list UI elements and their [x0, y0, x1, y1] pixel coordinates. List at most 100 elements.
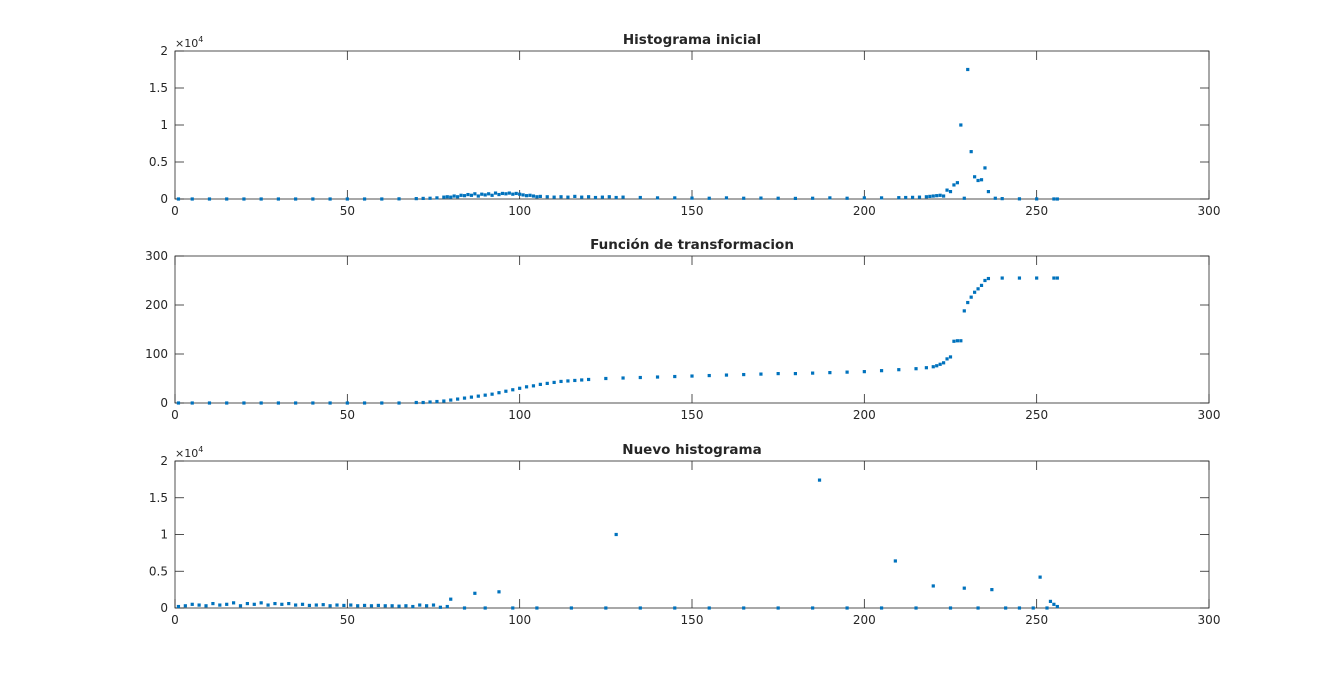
data-point — [931, 194, 935, 198]
data-point — [759, 372, 763, 376]
data-point — [962, 196, 966, 200]
data-point — [480, 192, 484, 196]
data-point — [914, 606, 918, 610]
data-point — [531, 194, 536, 198]
data-point — [1017, 197, 1022, 201]
data-point — [435, 196, 439, 200]
data-point — [986, 276, 991, 281]
data-point — [511, 388, 515, 392]
data-point — [573, 194, 577, 199]
data-point — [483, 606, 487, 610]
data-point — [204, 604, 208, 608]
x-tick-label: 50 — [340, 204, 355, 218]
data-point — [1017, 276, 1022, 280]
data-point — [986, 190, 991, 194]
data-point — [614, 195, 618, 200]
data-point — [435, 399, 439, 404]
data-point — [1055, 197, 1059, 201]
data-point — [879, 369, 884, 373]
data-point — [176, 401, 181, 405]
data-point — [976, 606, 980, 610]
data-point — [362, 603, 367, 608]
data-point — [218, 603, 222, 607]
data-point — [893, 559, 897, 563]
data-point — [966, 300, 970, 305]
data-point — [535, 606, 539, 610]
data-point — [421, 400, 425, 405]
y-tick-label: 1.5 — [149, 81, 168, 95]
y-exponent-label: ×104 — [175, 445, 203, 460]
data-point — [456, 397, 460, 401]
y-tick-label: 100 — [145, 347, 168, 361]
data-point — [566, 379, 570, 383]
data-point — [811, 371, 815, 375]
data-point — [673, 196, 677, 200]
data-point — [897, 196, 901, 200]
data-point — [580, 195, 584, 199]
data-point — [931, 365, 935, 369]
chart-title: Nuevo histograma — [622, 442, 761, 458]
data-point — [655, 196, 660, 200]
axes-box — [174, 50, 1210, 200]
data-point — [428, 196, 432, 200]
data-point — [1031, 606, 1035, 610]
x-tick-label: 0 — [171, 408, 179, 422]
data-point — [321, 603, 325, 607]
data-point — [879, 196, 884, 200]
data-point — [438, 605, 442, 609]
data-point — [776, 372, 780, 376]
data-point — [342, 603, 346, 608]
data-point — [225, 197, 229, 201]
data-point — [566, 195, 570, 199]
data-point — [828, 371, 832, 375]
data-point — [724, 196, 729, 200]
data-point — [376, 603, 380, 608]
y-tick-label: 2 — [160, 44, 168, 58]
data-point — [504, 389, 508, 393]
data-point — [411, 604, 415, 609]
subplot-nuevo-histograma: 0 50 100 150 200 250 300 0 0.5 1 1.5 2 ×104 Nuevo his… — [149, 442, 1221, 627]
data-point — [445, 604, 449, 609]
data-point — [469, 395, 474, 399]
data-point — [445, 195, 449, 199]
data-point — [276, 197, 280, 201]
data-point — [742, 372, 746, 377]
x-tick-label: 200 — [853, 613, 876, 627]
y-exponent-power: 4 — [198, 445, 203, 454]
data-point — [383, 604, 387, 608]
data-point — [569, 606, 573, 610]
data-point — [252, 602, 256, 606]
data-point — [266, 603, 270, 607]
data-point — [593, 195, 598, 200]
data-point — [845, 370, 849, 374]
data-point — [380, 401, 384, 405]
data-point — [452, 194, 456, 198]
y-exponent-base: ×10 — [175, 447, 198, 460]
data-point — [724, 373, 729, 377]
data-point — [959, 123, 963, 127]
data-point — [428, 400, 432, 404]
y-tick-label: 0 — [160, 396, 168, 410]
data-point — [621, 376, 625, 380]
data-point — [362, 401, 367, 405]
y-tick-label: 1.5 — [149, 491, 168, 505]
data-point — [776, 196, 780, 200]
data-point — [449, 195, 453, 199]
data-point — [362, 197, 367, 201]
data-point — [942, 361, 946, 365]
data-point — [845, 196, 849, 200]
x-tick-label: 150 — [681, 613, 704, 627]
axes-box — [174, 460, 1210, 609]
data-point — [473, 591, 477, 595]
data-point — [955, 181, 959, 185]
data-point — [976, 178, 980, 183]
x-tick-label: 250 — [1025, 204, 1048, 218]
subplot-histograma-inicial: 0 50 100 150 200 250 300 0 0.5 1 1.5 2 ×104 Histogram… — [149, 32, 1221, 218]
data-point — [976, 287, 980, 291]
data-point — [969, 295, 973, 299]
y-exponent-power: 4 — [198, 35, 203, 44]
x-tick-label: 200 — [853, 408, 876, 422]
data-point — [600, 195, 604, 199]
data-point — [535, 195, 539, 199]
data-point — [514, 191, 518, 196]
